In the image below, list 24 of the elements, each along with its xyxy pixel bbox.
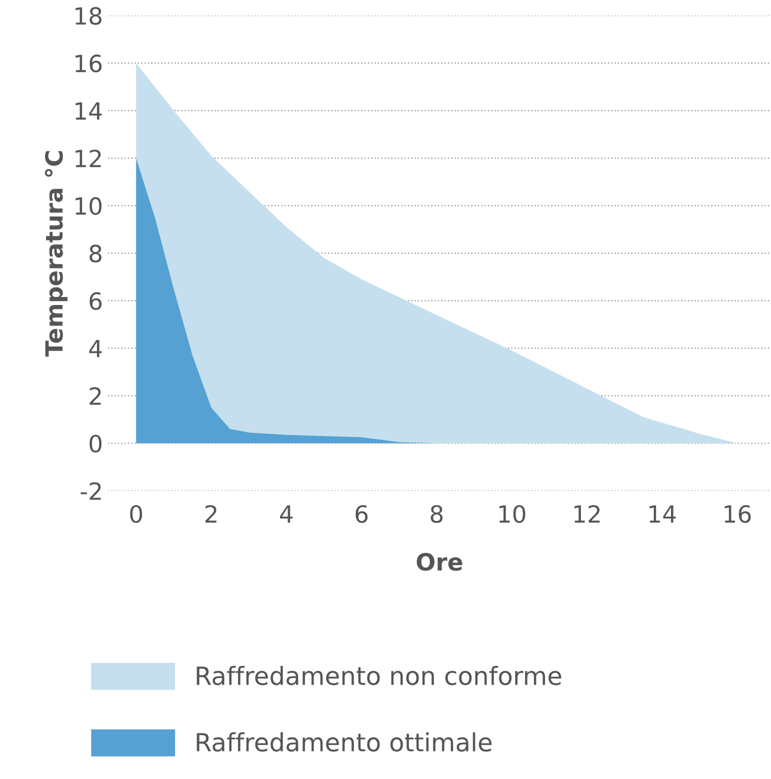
- x-tick-label: 0: [130, 505, 142, 523]
- y-tick-label: 14: [76, 102, 102, 120]
- x-tick-label: 12: [574, 505, 600, 523]
- x-tick-label: 14: [650, 505, 676, 523]
- x-tick-label: 4: [280, 505, 293, 523]
- y-tick-label: 4: [89, 340, 102, 358]
- y-tick-label: -2: [80, 482, 101, 500]
- y-tick-label: 6: [90, 292, 102, 310]
- y-tick-label: 0: [90, 434, 102, 453]
- x-axis-title: Ore: [416, 552, 462, 571]
- legend-label: Raffredamento non conforme: [196, 666, 562, 686]
- x-tick-label: 16: [724, 505, 751, 523]
- y-tick-label: 16: [76, 54, 102, 72]
- y-axis-title: Temperatura °C: [44, 151, 68, 357]
- y-tick-label: 18: [76, 7, 102, 25]
- x-tick-label: 10: [499, 505, 526, 523]
- y-tick-label: 8: [90, 244, 102, 262]
- y-tick-label: 12: [76, 150, 101, 168]
- x-tick-label: 2: [205, 505, 216, 523]
- legend-label: Raffredamento ottimale: [196, 732, 492, 752]
- x-tick-label: 8: [430, 505, 443, 523]
- y-tick-label: 10: [76, 197, 102, 215]
- y-tick-label: 2: [90, 387, 101, 405]
- x-tick-label: 6: [356, 505, 368, 523]
